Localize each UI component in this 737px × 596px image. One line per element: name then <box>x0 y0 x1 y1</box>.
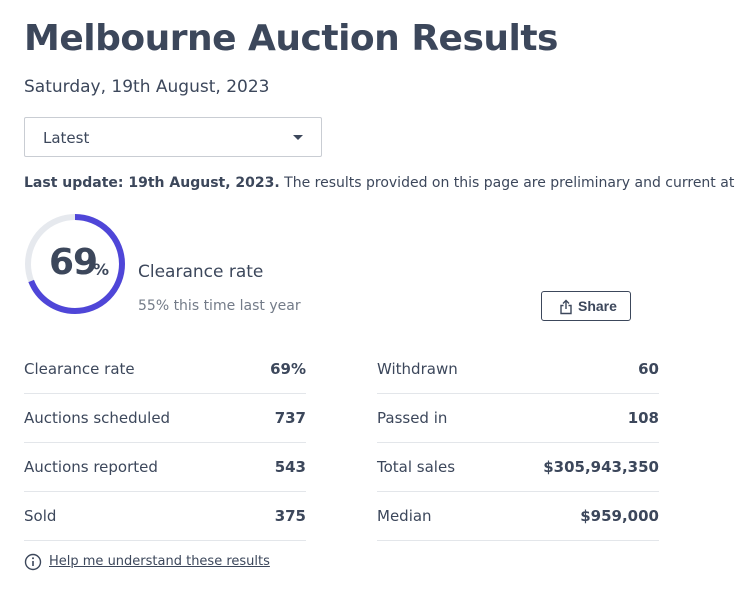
help-link-label[interactable]: Help me understand these results <box>49 554 270 569</box>
stat-value: 69% <box>270 360 306 378</box>
stat-value: 375 <box>274 507 306 525</box>
chevron-down-icon <box>293 135 303 140</box>
clearance-rate-label: Clearance rate <box>138 262 264 282</box>
stats-table-left: Clearance rate 69% Auctions scheduled 73… <box>24 345 306 541</box>
share-button[interactable]: Share <box>541 291 631 321</box>
stat-label: Total sales <box>377 458 456 476</box>
results-date: Saturday, 19th August, 2023 <box>24 77 270 97</box>
last-update-notice: Last update: 19th August, 2023. The resu… <box>24 175 737 191</box>
share-label: Share <box>578 298 617 314</box>
date-filter-value: Latest <box>43 129 90 147</box>
stats-table-right: Withdrawn 60 Passed in 108 Total sales $… <box>377 345 659 541</box>
stat-value: $305,943,350 <box>543 458 659 476</box>
clearance-rate-number: 69 <box>49 242 98 283</box>
info-icon <box>24 553 42 571</box>
stat-value: 543 <box>274 458 306 476</box>
clearance-ring-value: 69 % <box>23 212 127 316</box>
stat-row: Clearance rate 69% <box>24 345 306 394</box>
stat-label: Passed in <box>377 409 448 427</box>
clearance-rate-unit: % <box>93 260 110 279</box>
stat-label: Clearance rate <box>24 360 135 378</box>
page-title: Melbourne Auction Results <box>24 18 559 59</box>
stat-label: Auctions scheduled <box>24 409 171 427</box>
last-update-text: The results provided on this page are pr… <box>279 175 737 191</box>
clearance-ring-progress <box>25 214 125 314</box>
stat-value: 737 <box>274 409 306 427</box>
stat-row: Auctions reported 543 <box>24 443 306 492</box>
stat-label: Median <box>377 507 432 525</box>
stat-label: Auctions reported <box>24 458 158 476</box>
stat-row: Withdrawn 60 <box>377 345 659 394</box>
stat-label: Withdrawn <box>377 360 458 378</box>
stat-value: 60 <box>638 360 659 378</box>
stat-row: Median $959,000 <box>377 492 659 541</box>
stat-row: Total sales $305,943,350 <box>377 443 659 492</box>
share-icon <box>560 299 572 315</box>
stat-row: Passed in 108 <box>377 394 659 443</box>
stat-value: $959,000 <box>580 507 659 525</box>
last-update-label: Last update: 19th August, 2023. <box>24 175 280 191</box>
stat-row: Auctions scheduled 737 <box>24 394 306 443</box>
clearance-rate-ring <box>25 214 125 314</box>
clearance-last-year: 55% this time last year <box>138 298 301 314</box>
stat-label: Sold <box>24 507 57 525</box>
stat-value: 108 <box>627 409 659 427</box>
stat-row: Sold 375 <box>24 492 306 541</box>
date-filter-select[interactable]: Latest <box>24 117 322 157</box>
